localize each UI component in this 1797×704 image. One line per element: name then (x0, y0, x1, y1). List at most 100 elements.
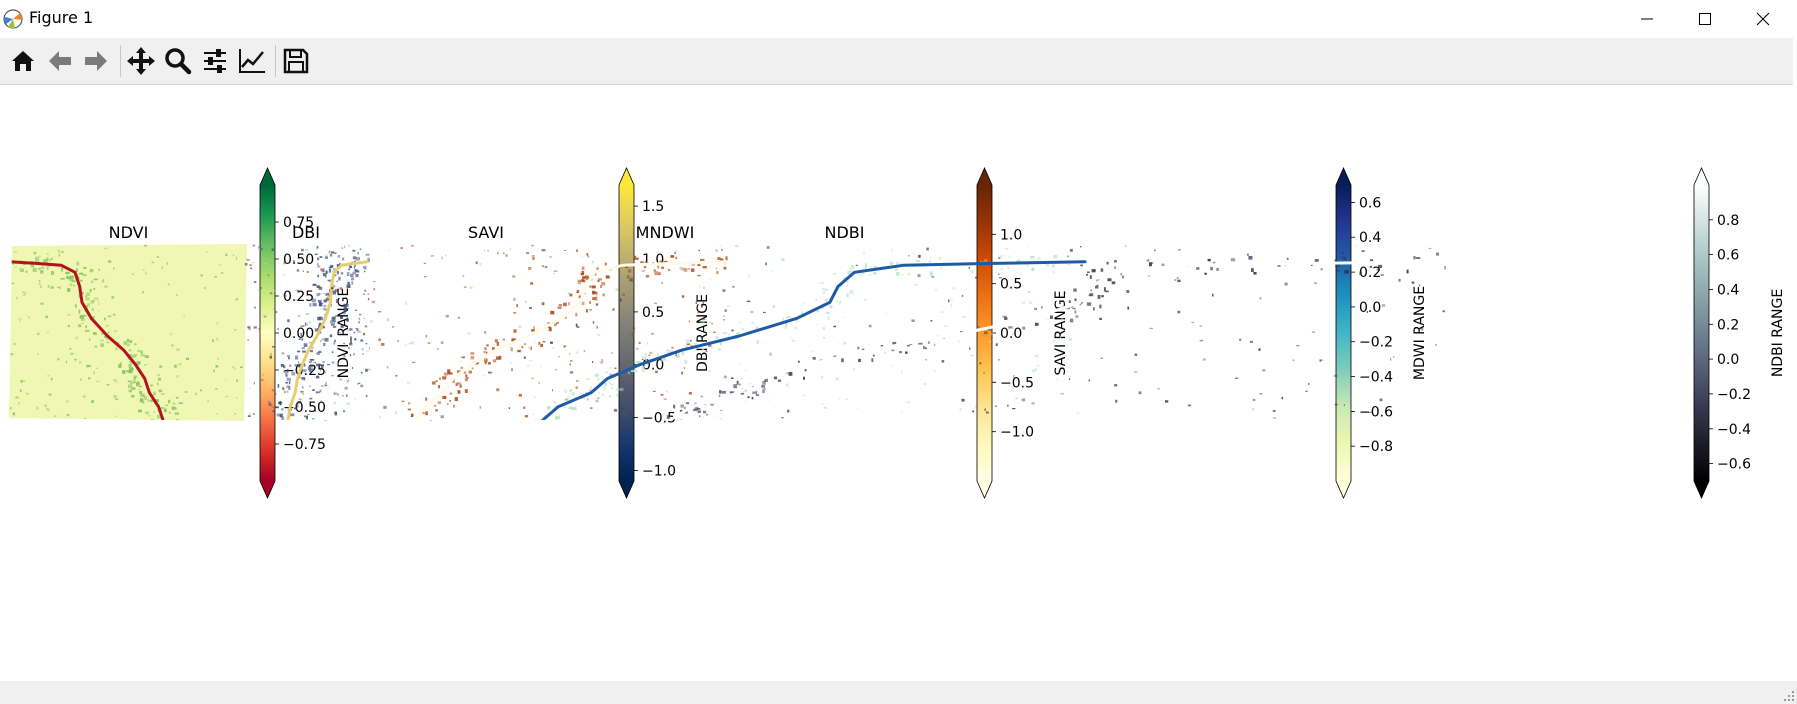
raster-pixel (186, 357, 189, 360)
raster-pixel (334, 413, 338, 416)
raster-pixel (1393, 356, 1395, 358)
minimize-button[interactable] (1618, 0, 1676, 38)
raster-pixel (334, 411, 337, 415)
raster-pixel (695, 301, 698, 305)
raster-pixel (592, 361, 594, 364)
raster-pixel (85, 329, 90, 332)
raster-pixel (360, 371, 363, 374)
raster-pixel (153, 391, 156, 396)
raster-pixel (1086, 271, 1090, 274)
raster-pixel (558, 304, 562, 307)
raster-pixel (291, 371, 296, 376)
raster-pixel (1100, 268, 1104, 272)
raster-pixel (37, 353, 39, 355)
raster-pixel (140, 350, 143, 354)
resize-grip-icon[interactable] (1783, 690, 1795, 702)
raster-pixel (302, 392, 304, 395)
raster-pixel (646, 303, 649, 306)
raster-pixel (816, 310, 820, 313)
raster-pixel (260, 379, 264, 381)
raster-pixel (531, 329, 535, 332)
raster-pixel (346, 284, 351, 288)
home-button[interactable] (7, 45, 39, 77)
raster-pixel (79, 361, 82, 364)
raster-pixel (96, 367, 99, 369)
zoom-button[interactable] (162, 45, 194, 77)
raster-pixel (462, 275, 465, 277)
raster-pixel (349, 328, 353, 331)
save-button[interactable] (280, 45, 312, 77)
raster-pixel (312, 303, 317, 307)
raster-pixel (38, 255, 41, 258)
close-button[interactable] (1734, 0, 1792, 38)
raster-pixel (518, 325, 522, 329)
raster-pixel (717, 257, 721, 260)
raster-pixel (751, 396, 754, 400)
raster-pixel (1008, 326, 1013, 329)
raster-pixel (1343, 404, 1345, 406)
raster-pixel (786, 315, 791, 319)
colorbar-outline (1335, 167, 1352, 499)
raster-pixel (368, 368, 371, 371)
raster-pixel (1370, 259, 1374, 262)
edit-axes-button[interactable] (236, 45, 268, 77)
raster-pixel (661, 266, 665, 269)
raster-pixel (88, 377, 91, 380)
raster-pixel (738, 321, 742, 324)
raster-image-mndwi (249, 244, 1087, 421)
subplots-button[interactable] (199, 45, 231, 77)
raster-pixel (1060, 393, 1064, 395)
raster-pixel (276, 413, 280, 417)
raster-pixel (146, 363, 148, 365)
raster-pixel (657, 265, 660, 269)
back-button[interactable] (44, 45, 76, 77)
raster-pixel (735, 244, 739, 247)
raster-pixel (126, 370, 129, 373)
raster-pixel (1253, 272, 1257, 275)
raster-pixel (93, 332, 97, 335)
raster-pixel (347, 329, 349, 332)
raster-pixel (984, 331, 988, 335)
raster-pixel (952, 287, 955, 290)
raster-pixel (605, 276, 610, 279)
raster-pixel (311, 298, 316, 303)
raster-pixel (318, 293, 322, 295)
raster-pixel (483, 350, 487, 354)
raster-pixel (317, 257, 320, 261)
colorbar-tick-label: 0.25 (283, 289, 314, 305)
raster-pixel (719, 390, 722, 394)
raster-pixel (715, 335, 719, 339)
raster-pixel (824, 298, 828, 302)
raster-pixel (885, 313, 888, 315)
raster-pixel (19, 389, 22, 392)
raster-pixel (822, 291, 826, 294)
raster-pixel (257, 288, 259, 291)
raster-pixel (581, 270, 585, 275)
pan-button[interactable] (125, 45, 157, 77)
raster-pixel (310, 364, 313, 368)
raster-pixel (378, 416, 381, 419)
raster-pixel (997, 359, 1000, 361)
raster-pixel (459, 384, 462, 388)
forward-button[interactable] (80, 45, 112, 77)
raster-pixel (319, 389, 322, 393)
raster-pixel (343, 342, 346, 345)
figure-canvas[interactable]: NDVI −0.75 −0.50 −0.25 0.00 0.25 0.50 0.75 NDVI_… (0, 85, 1797, 681)
raster-pixel (666, 359, 668, 362)
raster-pixel (129, 340, 133, 343)
raster-pixel (510, 347, 513, 352)
raster-pixel (674, 249, 678, 253)
raster-pixel (601, 359, 604, 362)
raster-pixel (1007, 404, 1009, 407)
raster-pixel (1086, 302, 1092, 306)
maximize-button[interactable] (1676, 0, 1734, 38)
raster-pixel (176, 420, 181, 421)
raster-pixel (697, 262, 701, 267)
raster-pixel (20, 380, 23, 383)
raster-pixel (1191, 321, 1195, 324)
raster-pixel (538, 382, 540, 384)
raster-pixel (317, 263, 319, 266)
raster-pixel (836, 299, 838, 303)
raster-pixel (484, 331, 487, 334)
raster-pixel (344, 344, 347, 347)
